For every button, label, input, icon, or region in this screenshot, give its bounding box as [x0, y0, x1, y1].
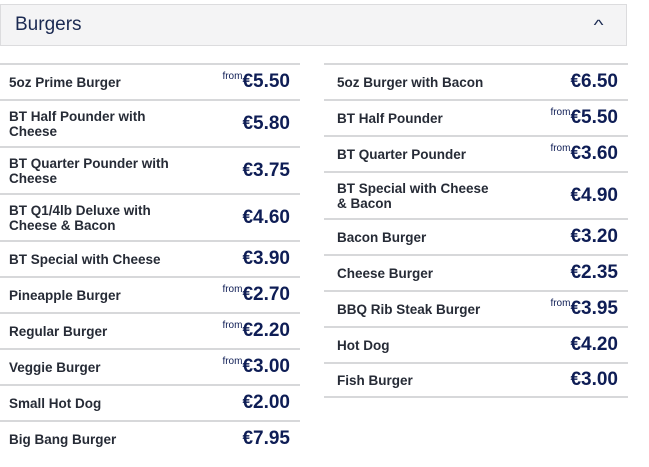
from-label: from [222, 284, 243, 295]
item-name: BT Q1/4lb Deluxe with Cheese & Bacon [9, 202, 151, 233]
item-name: Veggie Burger [9, 359, 101, 375]
item-price: €3.90 [242, 248, 290, 270]
price-value: €3.00 [242, 356, 290, 377]
item-name: Big Bang Burger [9, 431, 117, 447]
item-name: BT Quarter Pounder with Cheese [9, 155, 169, 186]
item-name: BT Half Pounder [337, 110, 443, 126]
burgers-section-header[interactable]: Burgers ^ [0, 4, 627, 46]
item-name: Bacon Burger [337, 229, 427, 245]
item-name: BT Half Pounder with Cheese [9, 108, 146, 139]
menu-column-left: 5oz Prime Burger from€5.50 BT Half Pounde… [0, 63, 300, 456]
menu-item[interactable]: 5oz Prime Burger from€5.50 [0, 63, 300, 99]
menu-item[interactable]: BT Quarter Pounder with Cheese €3.75 [0, 146, 300, 193]
from-label: from [222, 71, 243, 82]
item-price: €3.75 [242, 160, 290, 182]
price-value: €2.20 [242, 320, 290, 341]
item-price: €2.35 [570, 262, 618, 284]
menu-item[interactable]: BT Half Pounder from€5.50 [324, 99, 628, 135]
item-price: €5.80 [242, 113, 290, 135]
item-price: €2.00 [242, 392, 290, 414]
item-name: Hot Dog [337, 337, 390, 353]
price-value: €2.35 [570, 262, 618, 283]
price-value: €3.75 [242, 159, 290, 181]
menu-item[interactable]: BT Q1/4lb Deluxe with Cheese & Bacon €4.… [0, 193, 300, 240]
from-label: from [222, 320, 243, 331]
price-value: €2.70 [242, 284, 290, 305]
menu-item[interactable]: Pineapple Burger from€2.70 [0, 276, 300, 312]
menu-item[interactable]: BT Special with Cheese & Bacon €4.90 [324, 171, 628, 218]
price-value: €4.20 [570, 334, 618, 355]
price-value: €4.90 [570, 184, 618, 206]
item-name: 5oz Burger with Bacon [337, 74, 484, 90]
item-price: €6.50 [570, 71, 618, 93]
price-value: €2.00 [242, 392, 290, 413]
item-name: Small Hot Dog [9, 395, 102, 411]
from-label: from [550, 107, 571, 118]
item-price: from€3.60 [550, 143, 618, 165]
price-value: €5.50 [570, 107, 618, 128]
item-name: BT Special with Cheese & Bacon [337, 180, 489, 211]
item-price: €3.00 [570, 369, 618, 391]
item-price: €3.20 [570, 226, 618, 248]
menu-item[interactable]: Small Hot Dog €2.00 [0, 384, 300, 420]
menu-item[interactable]: Veggie Burger from€3.00 [0, 348, 300, 384]
item-price: from€5.50 [222, 71, 290, 93]
item-name: BT Special with Cheese [9, 251, 161, 267]
menu-item[interactable]: Regular Burger from€2.20 [0, 312, 300, 348]
from-label: from [550, 298, 571, 309]
menu-column-right: 5oz Burger with Bacon €6.50 BT Half Pound… [324, 63, 628, 398]
item-name: Regular Burger [9, 323, 108, 339]
item-price: from€5.50 [550, 107, 618, 129]
menu-item[interactable]: BT Half Pounder with Cheese €5.80 [0, 99, 300, 146]
item-price: from€3.00 [222, 356, 290, 378]
menu-item[interactable]: Big Bang Burger €7.95 [0, 420, 300, 456]
menu-item[interactable]: Cheese Burger €2.35 [324, 254, 628, 290]
from-label: from [222, 356, 243, 367]
price-value: €3.60 [570, 143, 618, 164]
item-name: Cheese Burger [337, 265, 434, 281]
price-value: €6.50 [570, 71, 618, 92]
menu-item[interactable]: Bacon Burger €3.20 [324, 218, 628, 254]
price-value: €3.90 [242, 248, 290, 269]
item-name: Fish Burger [337, 372, 413, 388]
price-value: €5.50 [242, 71, 290, 92]
price-value: €3.00 [570, 369, 618, 390]
price-value: €7.95 [242, 428, 290, 449]
item-name: BBQ Rib Steak Burger [337, 301, 481, 317]
item-price: from€2.70 [222, 284, 290, 306]
item-name: 5oz Prime Burger [9, 74, 121, 90]
item-price: €4.20 [570, 334, 618, 356]
menu-item[interactable]: BT Special with Cheese €3.90 [0, 240, 300, 276]
item-name: BT Quarter Pounder [337, 146, 467, 162]
menu-item[interactable]: Fish Burger €3.00 [324, 362, 628, 398]
from-label: from [550, 143, 571, 154]
menu-item[interactable]: BBQ Rib Steak Burger from€3.95 [324, 290, 628, 326]
price-value: €3.95 [570, 298, 618, 319]
menu-item[interactable]: 5oz Burger with Bacon €6.50 [324, 63, 628, 99]
item-name: Pineapple Burger [9, 287, 121, 303]
price-value: €5.80 [242, 112, 290, 134]
item-price: from€3.95 [550, 298, 618, 320]
item-price: €4.60 [242, 207, 290, 229]
chevron-up-icon[interactable]: ^ [593, 16, 604, 34]
section-title: Burgers [15, 14, 82, 35]
menu-item[interactable]: BT Quarter Pounder from€3.60 [324, 135, 628, 171]
item-price: €7.95 [242, 428, 290, 450]
item-price: from€2.20 [222, 320, 290, 342]
price-value: €3.20 [570, 226, 618, 247]
price-value: €4.60 [242, 206, 290, 228]
menu-item[interactable]: Hot Dog €4.20 [324, 326, 628, 362]
item-price: €4.90 [570, 185, 618, 207]
